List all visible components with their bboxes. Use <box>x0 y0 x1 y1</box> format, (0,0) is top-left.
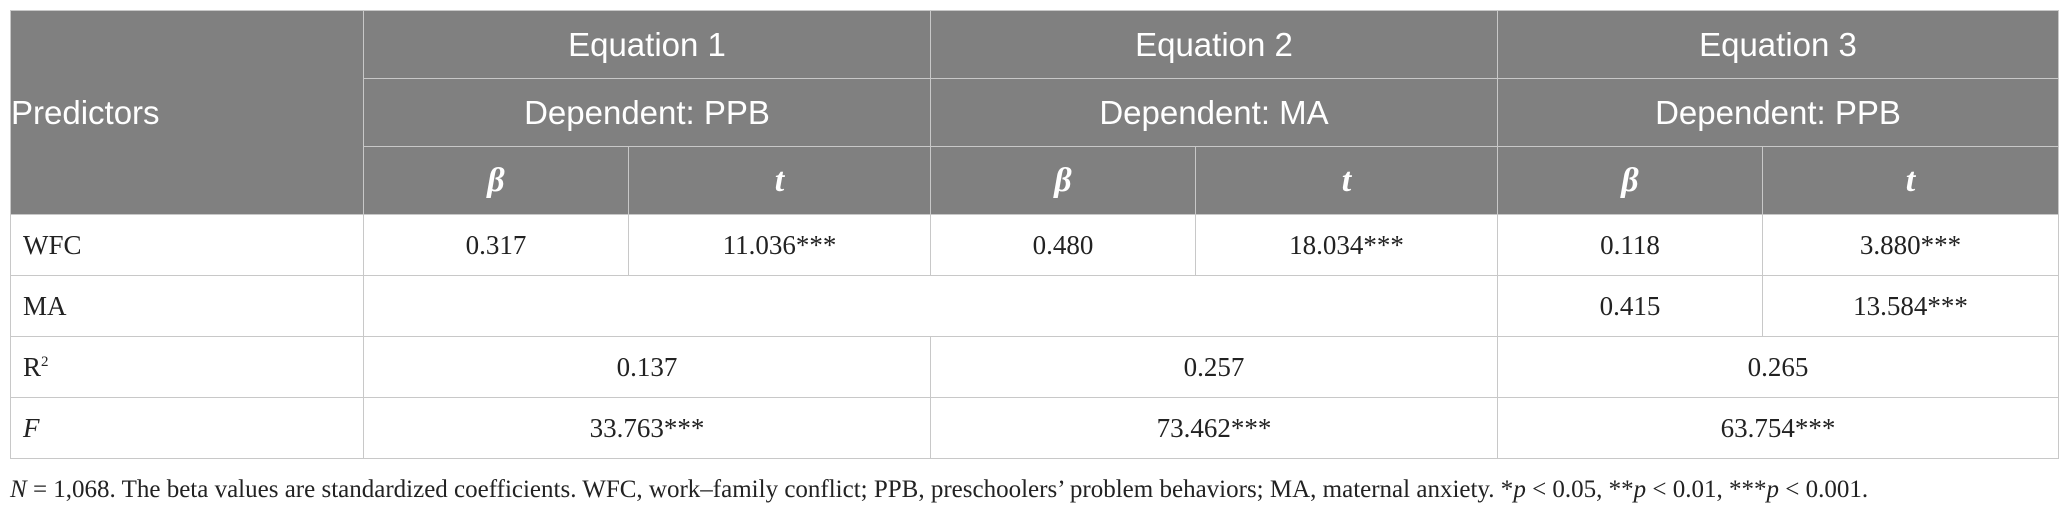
row-label-wfc: WFC <box>10 214 364 276</box>
wfc-eq2-beta: 0.480 <box>930 214 1196 276</box>
table-row-wfc: WFC 0.317 11.036*** 0.480 18.034*** 0.11… <box>10 214 2059 276</box>
wfc-eq1-beta: 0.317 <box>363 214 629 276</box>
eq1-beta-header: β <box>363 146 629 215</box>
table-row-f: F 33.763*** 73.462*** 63.754*** <box>10 397 2059 459</box>
r2-eq1: 0.137 <box>363 336 931 398</box>
equation-2-header: Equation 2 <box>930 10 1498 79</box>
table-row-ma: MA 0.415 13.584*** <box>10 275 2059 337</box>
eq2-beta-header: β <box>930 146 1196 215</box>
eq3-t-header: t <box>1762 146 2059 215</box>
equation-1-header: Equation 1 <box>363 10 931 79</box>
predictors-header: Predictors <box>10 10 364 215</box>
equation-3-header: Equation 3 <box>1497 10 2059 79</box>
r2-superscript: 2 <box>41 353 49 370</box>
table-row-r2: R2 0.137 0.257 0.265 <box>10 336 2059 398</box>
r2-eq3: 0.265 <box>1497 336 2059 398</box>
wfc-eq3-beta: 0.118 <box>1497 214 1763 276</box>
eq3-beta-header: β <box>1497 146 1763 215</box>
r2-eq2: 0.257 <box>930 336 1498 398</box>
wfc-eq3-t: 3.880*** <box>1762 214 2059 276</box>
equation-3-dependent: Dependent: PPB <box>1497 78 2059 147</box>
row-label-r2: R2 <box>10 336 364 398</box>
regression-table: Predictors Equation 1 Equation 2 Equatio… <box>10 10 2059 459</box>
equation-1-dependent: Dependent: PPB <box>363 78 931 147</box>
eq2-t-header: t <box>1195 146 1498 215</box>
ma-empty-cell <box>363 275 1498 337</box>
ma-eq3-beta: 0.415 <box>1497 275 1763 337</box>
ma-eq3-t: 13.584*** <box>1762 275 2059 337</box>
wfc-eq1-t: 11.036*** <box>628 214 931 276</box>
wfc-eq2-t: 18.034*** <box>1195 214 1498 276</box>
f-eq2: 73.462*** <box>930 397 1498 459</box>
f-eq1: 33.763*** <box>363 397 931 459</box>
f-eq3: 63.754*** <box>1497 397 2059 459</box>
table-footnote: N = 1,068. The beta values are standardi… <box>10 476 1869 503</box>
row-label-f: F <box>10 397 364 459</box>
equation-2-dependent: Dependent: MA <box>930 78 1498 147</box>
eq1-t-header: t <box>628 146 931 215</box>
row-label-ma: MA <box>10 275 364 337</box>
